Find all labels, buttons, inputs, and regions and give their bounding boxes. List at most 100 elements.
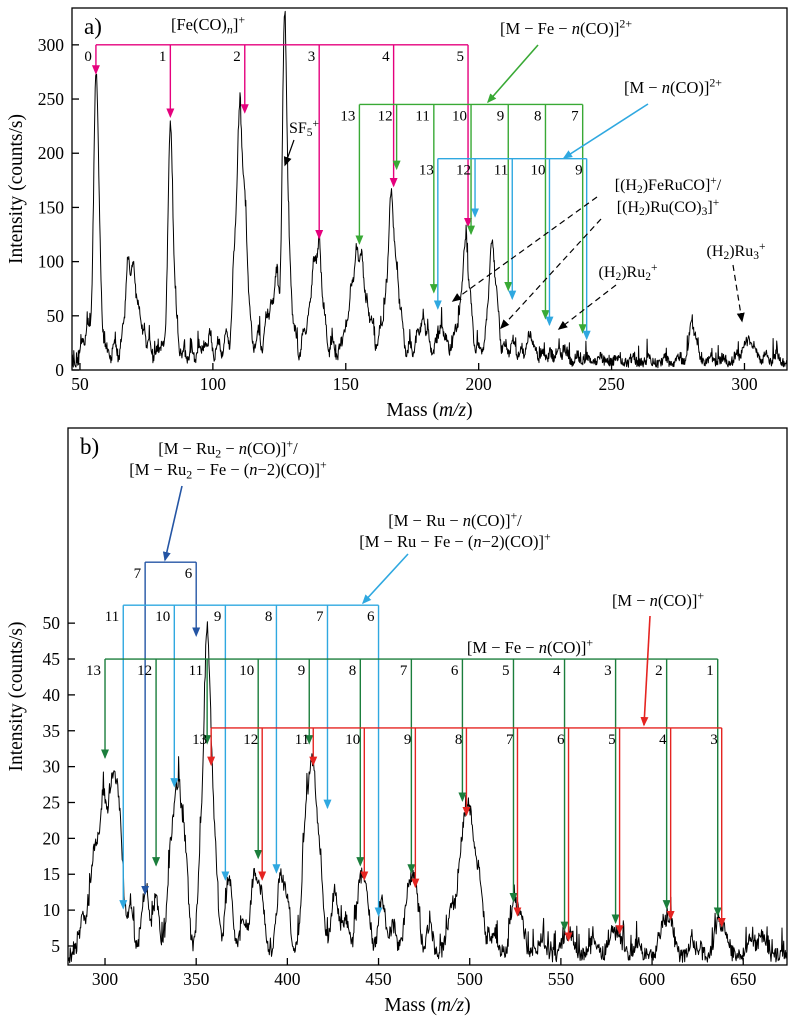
series-label: [M − Ru2 − n(CO)]+/ [158,437,298,461]
x-axis-label: Mass (m/z) [384,995,470,1016]
series-count-label: 2 [233,49,241,65]
series-count-label: 1 [159,49,167,65]
series-count-label: 11 [295,732,309,748]
x-tick-label: 450 [365,969,392,989]
y-tick-label: 40 [43,685,61,705]
series-count-label: 13 [86,663,101,679]
series-count-label: 5 [608,732,616,748]
series-count-label: 8 [534,108,542,124]
series-label-arrow [162,485,183,562]
m-minus-fe-nco-2plus-series [355,44,587,334]
series-count-label: 8 [349,663,357,679]
series-count-label: 11 [415,108,429,124]
series-count-label: 6 [557,732,565,748]
series-count-label: 8 [455,732,463,748]
x-tick-label: 400 [274,969,301,989]
y-tick-label: 10 [43,900,61,920]
series-label: [M − n(CO)]+ [612,589,704,610]
series-count-label: 10 [239,663,254,679]
series-count-label: 4 [553,663,561,679]
series-count-label: 12 [243,732,258,748]
x-tick-label: 500 [457,969,484,989]
y-tick-label: 250 [38,89,65,109]
x-tick-label: 50 [71,374,89,394]
y-axis-label: Intensity (counts/s) [6,621,27,771]
series-count-label: 10 [452,108,467,124]
spectrum-trace [67,621,788,964]
series-count-label: 3 [604,663,612,679]
series-count-label: 9 [575,163,583,179]
series-count-label: 13 [419,163,434,179]
series-count-label: 11 [494,163,508,179]
series-count-label: 13 [192,732,207,748]
series-count-label: 6 [451,663,459,679]
series-count-label: 9 [404,732,412,748]
series-label: [Fe(CO)n]+ [171,13,245,37]
x-tick-label: 250 [598,374,625,394]
series-label: [M − Ru − Fe − (n−2)(CO)]+ [359,530,551,551]
h2feruco-label: [(H2)Ru(CO)3]+ [617,197,719,218]
plot-frame [71,7,788,371]
h2ru3-label: (H2)Ru3+ [707,241,766,262]
panel-a-chart: 50 100 150 200 250 300050100150200250300Mass … [6,7,788,421]
h2feruco-label: [(H2)FeRuCO]+/ [615,175,722,196]
series-label-arrow [562,103,649,159]
series-label: [M − Ru2 − Fe − (n−2)(CO)]+ [129,458,327,482]
series-count-label: 3 [308,49,316,65]
panel-label: b) [80,434,99,459]
x-tick-label: 300 [92,969,119,989]
m-minus-ru2-nco-series [141,485,201,896]
series-label: [M − Ru − n(CO)]+/ [388,509,522,530]
series-count-label: 4 [382,49,390,65]
y-tick-label: 100 [38,252,65,272]
series-label-arrow [361,553,409,605]
m-minus-nco-2plus-series [433,103,649,341]
series-count-label: 13 [340,108,355,124]
x-tick-label: 300 [731,374,758,394]
y-tick-label: 35 [43,721,61,741]
series-count-label: 6 [367,609,375,625]
series-label-arrow [640,615,651,727]
annotation-arrow [732,264,745,323]
y-tick-label: 200 [38,143,65,163]
x-tick-label: 550 [548,969,575,989]
m-minus-fe-nco-series [101,658,722,932]
series-count-label: 12 [378,108,393,124]
x-tick-label: 650 [730,969,757,989]
y-tick-label: 25 [43,793,61,813]
y-tick-label: 50 [43,613,61,633]
annotation-arrow [283,139,295,167]
x-tick-label: 100 [200,374,227,394]
series-count-label: 11 [105,609,119,625]
series-count-label: 7 [134,566,142,582]
series-label: [M − n(CO)]2+ [624,76,722,97]
series-count-label: 10 [530,163,545,179]
spectrum-trace [71,10,788,369]
series-count-label: 7 [571,108,579,124]
y-axis-label: Intensity (counts/s) [6,114,27,264]
y-tick-label: 150 [38,197,65,217]
series-label: [M − Fe − n(CO)]2+ [500,17,632,38]
series-count-label: 9 [214,609,222,625]
y-tick-label: 30 [43,757,61,777]
y-tick-label: 15 [43,864,61,884]
annotation-arrow [499,218,602,330]
x-tick-label: 150 [333,374,360,394]
series-count-label: 9 [497,108,505,124]
series-label-arrow [487,44,539,104]
series-count-label: 12 [137,663,152,679]
series-count-label: 8 [265,609,273,625]
series-label: [M − Fe − n(CO)]+ [467,636,593,657]
y-tick-label: 0 [55,360,64,380]
annotation-arrow [557,284,617,330]
series-count-label: 11 [189,663,203,679]
y-tick-label: 50 [47,306,65,326]
panel-label: a) [84,14,102,39]
series-count-label: 12 [456,163,471,179]
x-axis-label: Mass (m/z) [386,400,472,421]
plot-frame [67,427,788,966]
panel-b-chart: 300 350 400 450 500 550 600 6505101520253035404… [6,427,788,1016]
y-tick-label: 5 [51,936,60,956]
series-count-label: 1 [706,663,714,679]
